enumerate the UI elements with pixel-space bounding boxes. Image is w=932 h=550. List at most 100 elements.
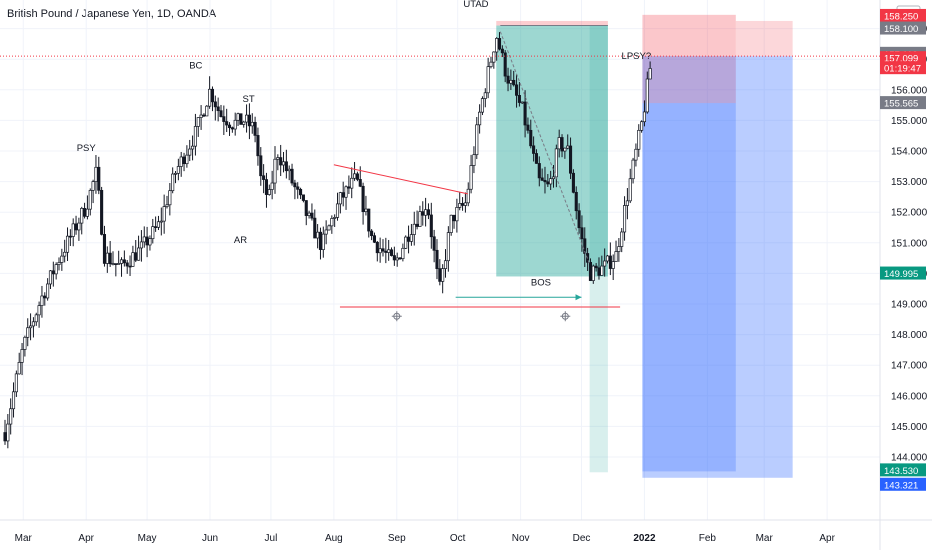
candle-body — [569, 145, 573, 174]
candle-body — [122, 259, 126, 264]
candle-body — [40, 295, 44, 306]
candle-body — [287, 168, 291, 172]
price-tag-label: 157.099 — [884, 54, 918, 65]
candle-body — [381, 248, 385, 252]
candle-body — [313, 217, 317, 239]
candle-body — [591, 265, 595, 281]
candle-body — [154, 226, 158, 228]
candle-body — [222, 116, 226, 122]
candle-body — [560, 137, 564, 152]
candle-body — [162, 206, 166, 222]
candle-body — [623, 205, 627, 233]
x-tick-label: Apr — [78, 533, 94, 544]
candle-body — [193, 126, 197, 147]
candle-body — [242, 121, 246, 125]
candle-body — [281, 161, 286, 166]
candle-body — [148, 238, 152, 246]
candle-body — [173, 172, 178, 175]
candle-body — [449, 214, 453, 233]
candle-body — [259, 155, 263, 177]
candle-body — [443, 260, 448, 269]
candle-body — [91, 181, 95, 191]
candle-body — [77, 222, 81, 231]
candle-body — [179, 156, 183, 167]
candle-body — [378, 248, 382, 254]
candle-body — [577, 210, 581, 229]
candle-body — [276, 157, 280, 160]
lpsy-target-zone — [642, 56, 793, 478]
candle-body — [597, 267, 601, 276]
candle-body — [466, 188, 470, 204]
annotation-label-ar: AR — [234, 235, 247, 246]
candle-body — [26, 327, 30, 338]
x-tick-label: Mar — [756, 533, 774, 544]
candle-body — [455, 207, 459, 222]
price-tag — [880, 21, 926, 35]
candle-body — [210, 88, 215, 103]
candle-body — [165, 204, 169, 207]
candle-body — [580, 227, 584, 240]
candle-body — [500, 48, 504, 54]
candle-body — [407, 236, 411, 242]
chart-title: British Pound / Japanese Yen, 1D, OANDA — [7, 8, 217, 20]
candle-body — [452, 214, 456, 222]
candle-body — [549, 178, 553, 185]
candle-body — [361, 185, 365, 213]
candle-body — [557, 137, 561, 150]
candle-body — [142, 236, 146, 243]
candle-body — [108, 252, 112, 265]
candle-body — [372, 235, 377, 243]
candle-body — [20, 349, 24, 363]
x-tick-label: Oct — [450, 533, 466, 544]
candle-body — [145, 236, 149, 246]
candle-body — [247, 114, 251, 127]
candle-body — [159, 220, 163, 223]
candle-body — [526, 124, 530, 131]
candle-body — [29, 325, 33, 329]
annotation-label-st: ST — [243, 94, 255, 105]
candle-body — [321, 233, 325, 250]
candle-body — [375, 241, 379, 254]
candle-body — [421, 211, 425, 216]
candle-body — [296, 186, 300, 190]
x-tick-label: 2022 — [633, 533, 656, 544]
y-tick-label: 144.000 — [891, 453, 928, 464]
candle-body — [395, 257, 399, 261]
candle-body — [316, 231, 320, 239]
candle-body — [608, 255, 612, 269]
candle-body — [63, 251, 67, 257]
candle-body — [540, 177, 544, 181]
candle-body — [6, 423, 10, 442]
candle-body — [304, 200, 308, 216]
candle-body — [472, 154, 476, 166]
candle-body — [642, 111, 647, 123]
candle-body — [230, 127, 234, 130]
candle-body — [645, 78, 649, 113]
candle-body — [270, 182, 274, 190]
candle-body — [429, 214, 433, 238]
price-tag-label: 158.100 — [884, 24, 918, 35]
price-tag — [880, 463, 926, 477]
candle-body — [74, 223, 78, 231]
candle-body — [404, 236, 408, 249]
candle-body — [387, 249, 391, 253]
candle-body — [284, 161, 288, 172]
annotation-label-lpsy: LPSY? — [622, 51, 652, 62]
price-tag-label: 158.250 — [884, 11, 918, 22]
candle-body — [68, 235, 72, 238]
x-tick-label: Jul — [265, 533, 278, 544]
candle-body — [532, 145, 536, 154]
candle-body — [605, 255, 610, 262]
annotation-label-bc: BC — [189, 60, 202, 71]
candle-body — [267, 189, 271, 195]
candle-body — [409, 234, 413, 242]
candle-body — [182, 156, 186, 165]
price-tag-label: 01:19:47 — [884, 64, 921, 75]
candle-body — [350, 177, 354, 189]
candle-body — [637, 129, 641, 150]
candle-body — [3, 432, 7, 442]
candle-body — [475, 124, 479, 156]
candle-body — [631, 159, 635, 180]
candle-body — [583, 238, 587, 254]
